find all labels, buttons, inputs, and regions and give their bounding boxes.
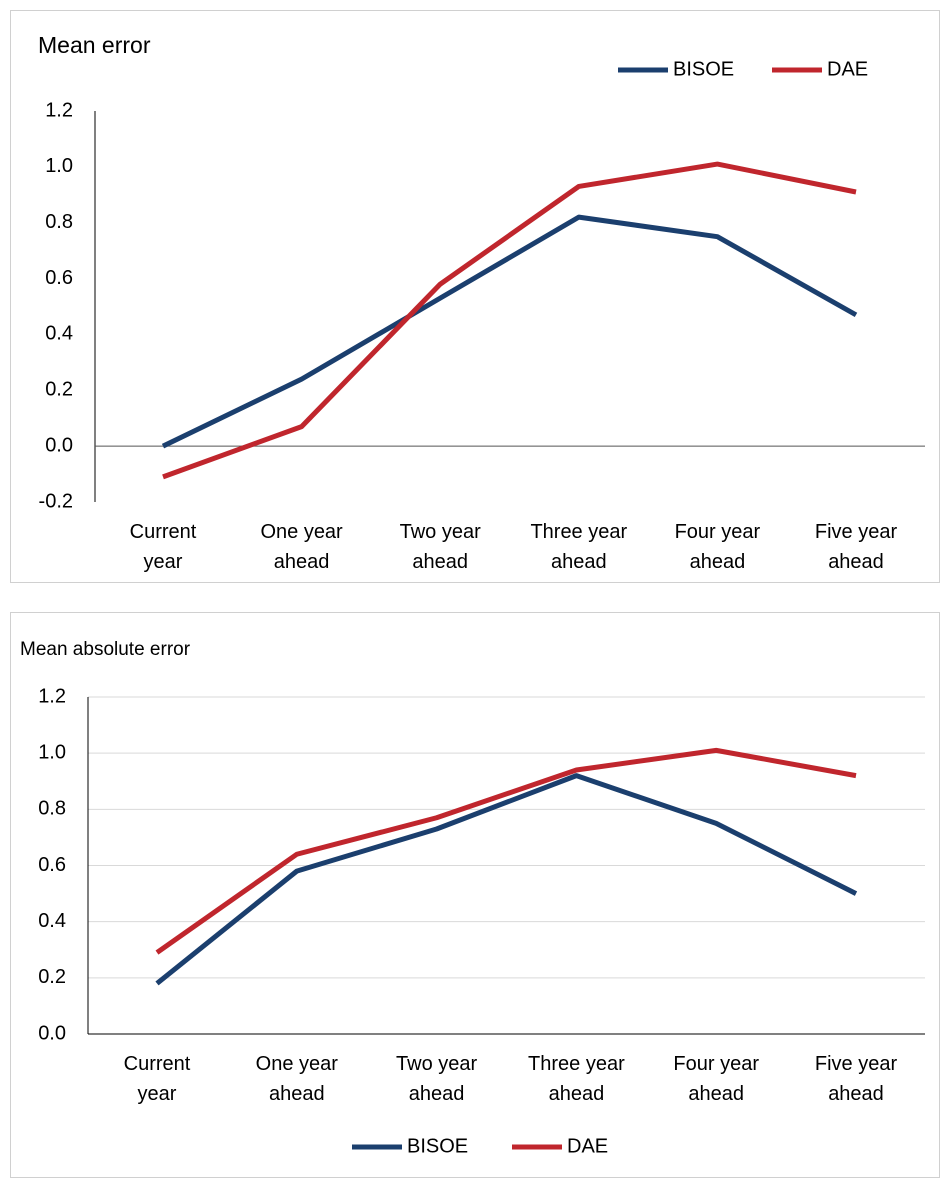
x-tick-label-line: year bbox=[138, 1083, 177, 1105]
y-tick-label: 0.0 bbox=[38, 1022, 66, 1044]
x-tick-label-line: ahead bbox=[412, 551, 468, 573]
y-tick-label: 0.6 bbox=[38, 854, 66, 876]
panel-border bbox=[10, 10, 940, 583]
x-tick-label-line: Two year bbox=[396, 1053, 477, 1075]
x-tick-label-line: Two year bbox=[400, 521, 481, 543]
x-tick-label: Three year ahead bbox=[530, 521, 627, 573]
x-tick-label-line: Three year bbox=[528, 1053, 625, 1075]
chart-title: Mean error bbox=[38, 32, 151, 58]
y-tick-label: 0.4 bbox=[45, 323, 73, 345]
x-tick-label-line: Five year bbox=[815, 1053, 898, 1075]
x-tick-label: One year ahead bbox=[256, 1053, 339, 1105]
x-tick-label-line: year bbox=[144, 551, 183, 573]
y-tick-label: 1.0 bbox=[38, 741, 66, 763]
x-tick-label-line: ahead bbox=[690, 551, 746, 573]
x-tick-label-line: Five year bbox=[815, 521, 898, 543]
legend-label: BISOE bbox=[673, 58, 734, 80]
x-tick-label-line: ahead bbox=[688, 1083, 744, 1105]
series-line bbox=[162, 161, 857, 480]
legend-label: DAE bbox=[827, 58, 868, 80]
y-tick-label: 0.8 bbox=[45, 211, 73, 233]
x-tick-label-line: ahead bbox=[828, 1083, 884, 1105]
x-tick-label-line: ahead bbox=[549, 1083, 605, 1105]
x-tick-label: Current year bbox=[130, 521, 197, 573]
y-tick-label: 0.2 bbox=[38, 966, 66, 988]
series-line bbox=[155, 747, 857, 955]
x-tick-label: Four year ahead bbox=[675, 521, 761, 573]
y-tick-label: 0.2 bbox=[45, 379, 73, 401]
x-tick-label-line: Current bbox=[124, 1053, 191, 1075]
x-tick-label: Current year bbox=[124, 1053, 191, 1105]
x-tick-label-line: ahead bbox=[828, 551, 884, 573]
y-tick-label: 1.2 bbox=[45, 99, 73, 121]
legend-label: BISOE bbox=[407, 1135, 468, 1157]
x-tick-label-line: ahead bbox=[274, 551, 330, 573]
x-tick-label: Two year ahead bbox=[396, 1053, 477, 1105]
x-tick-label-line: ahead bbox=[269, 1083, 325, 1105]
x-tick-label-line: One year bbox=[260, 521, 343, 543]
x-tick-label-line: One year bbox=[256, 1053, 339, 1075]
y-tick-label: 0.6 bbox=[45, 267, 73, 289]
y-tick-label: 0.0 bbox=[45, 434, 73, 456]
y-tick-label: 0.8 bbox=[38, 798, 66, 820]
x-tick-label: Three year ahead bbox=[528, 1053, 625, 1105]
y-tick-label: -0.2 bbox=[39, 490, 73, 512]
x-tick-label-line: Current bbox=[130, 521, 197, 543]
x-tick-label-line: Four year bbox=[673, 1053, 759, 1075]
x-tick-label-line: Three year bbox=[530, 521, 627, 543]
chart-title: Mean absolute error bbox=[20, 639, 191, 660]
x-tick-label: One year ahead bbox=[260, 521, 343, 573]
x-tick-label: Four year ahead bbox=[673, 1053, 759, 1105]
x-tick-label: Five year ahead bbox=[815, 1053, 898, 1105]
x-tick-label: Five year ahead bbox=[815, 521, 898, 573]
x-tick-label-line: ahead bbox=[409, 1083, 465, 1105]
legend-label: DAE bbox=[567, 1135, 608, 1157]
y-tick-label: 1.0 bbox=[45, 155, 73, 177]
y-tick-label: 1.2 bbox=[38, 685, 66, 707]
y-tick-label: 0.4 bbox=[38, 910, 66, 932]
x-tick-label-line: ahead bbox=[551, 551, 607, 573]
x-tick-label: Two year ahead bbox=[400, 521, 481, 573]
x-tick-label-line: Four year bbox=[675, 521, 761, 543]
series-line bbox=[155, 773, 858, 986]
series-line bbox=[161, 214, 858, 449]
